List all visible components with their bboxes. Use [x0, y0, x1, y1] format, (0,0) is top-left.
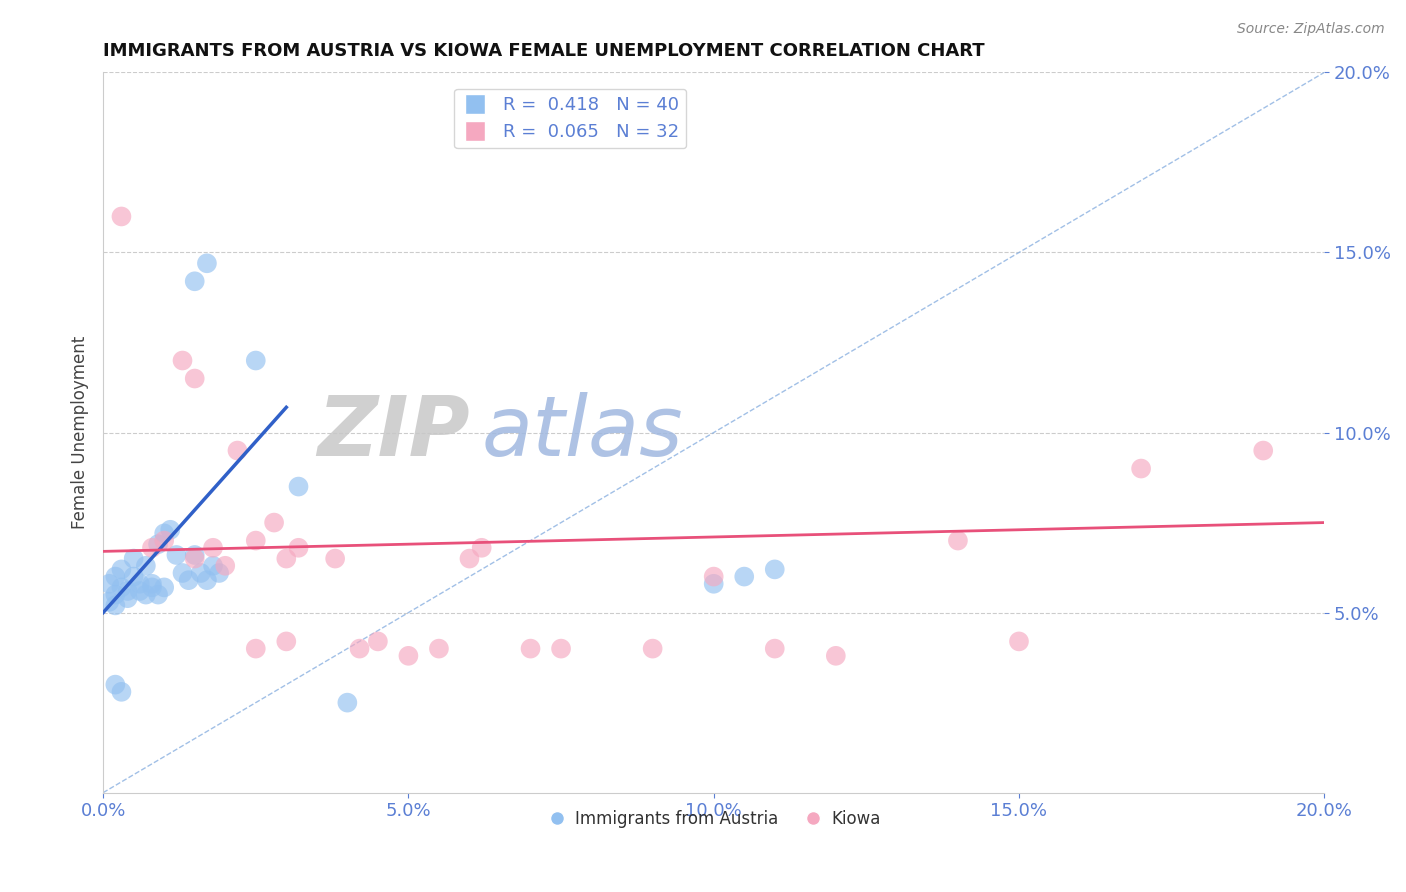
Point [153, 533, 176, 548]
Point [703, 576, 725, 591]
Point [946, 533, 969, 548]
Point [135, 558, 157, 573]
Point [183, 274, 205, 288]
Point [190, 566, 212, 580]
Point [458, 551, 481, 566]
Point [287, 541, 309, 555]
Point [226, 443, 249, 458]
Point [367, 634, 389, 648]
Point [104, 678, 127, 692]
Point [141, 541, 163, 555]
Point [323, 551, 346, 566]
Point [202, 541, 225, 555]
Point [117, 591, 139, 606]
Point [122, 569, 145, 583]
Point [183, 551, 205, 566]
Point [110, 685, 132, 699]
Point [141, 576, 163, 591]
Point [153, 581, 176, 595]
Point [245, 353, 267, 368]
Point [98, 595, 121, 609]
Point [195, 573, 218, 587]
Point [396, 648, 419, 663]
Point [128, 576, 150, 591]
Point [104, 588, 127, 602]
Point [195, 256, 218, 270]
Point [763, 641, 786, 656]
Point [141, 581, 163, 595]
Point [177, 573, 200, 587]
Point [183, 371, 205, 385]
Point [245, 641, 267, 656]
Point [104, 599, 127, 613]
Point [263, 516, 285, 530]
Point [276, 634, 298, 648]
Point [336, 696, 359, 710]
Text: IMMIGRANTS FROM AUSTRIA VS KIOWA FEMALE UNEMPLOYMENT CORRELATION CHART: IMMIGRANTS FROM AUSTRIA VS KIOWA FEMALE … [103, 42, 984, 60]
Point [117, 584, 139, 599]
Point [550, 641, 572, 656]
Point [824, 648, 846, 663]
Point [98, 576, 121, 591]
Point [146, 537, 169, 551]
Point [287, 479, 309, 493]
Point [104, 569, 127, 583]
Legend: Immigrants from Austria, Kiowa: Immigrants from Austria, Kiowa [540, 804, 887, 835]
Point [276, 551, 298, 566]
Point [165, 548, 187, 562]
Point [172, 566, 194, 580]
Text: atlas: atlas [482, 392, 683, 473]
Point [733, 569, 755, 583]
Point [135, 588, 157, 602]
Point [110, 562, 132, 576]
Point [519, 641, 541, 656]
Point [1130, 461, 1153, 475]
Text: Source: ZipAtlas.com: Source: ZipAtlas.com [1237, 22, 1385, 37]
Point [208, 566, 231, 580]
Point [172, 353, 194, 368]
Point [763, 562, 786, 576]
Text: ZIP: ZIP [316, 392, 470, 473]
Point [159, 523, 181, 537]
Point [214, 558, 236, 573]
Point [202, 558, 225, 573]
Point [128, 584, 150, 599]
Point [427, 641, 450, 656]
Point [146, 588, 169, 602]
Point [703, 569, 725, 583]
Point [183, 548, 205, 562]
Point [471, 541, 494, 555]
Point [349, 641, 371, 656]
Point [1251, 443, 1274, 458]
Point [110, 581, 132, 595]
Point [245, 533, 267, 548]
Point [110, 210, 132, 224]
Point [641, 641, 664, 656]
Point [122, 551, 145, 566]
Point [1008, 634, 1031, 648]
Y-axis label: Female Unemployment: Female Unemployment [72, 336, 89, 529]
Point [153, 526, 176, 541]
